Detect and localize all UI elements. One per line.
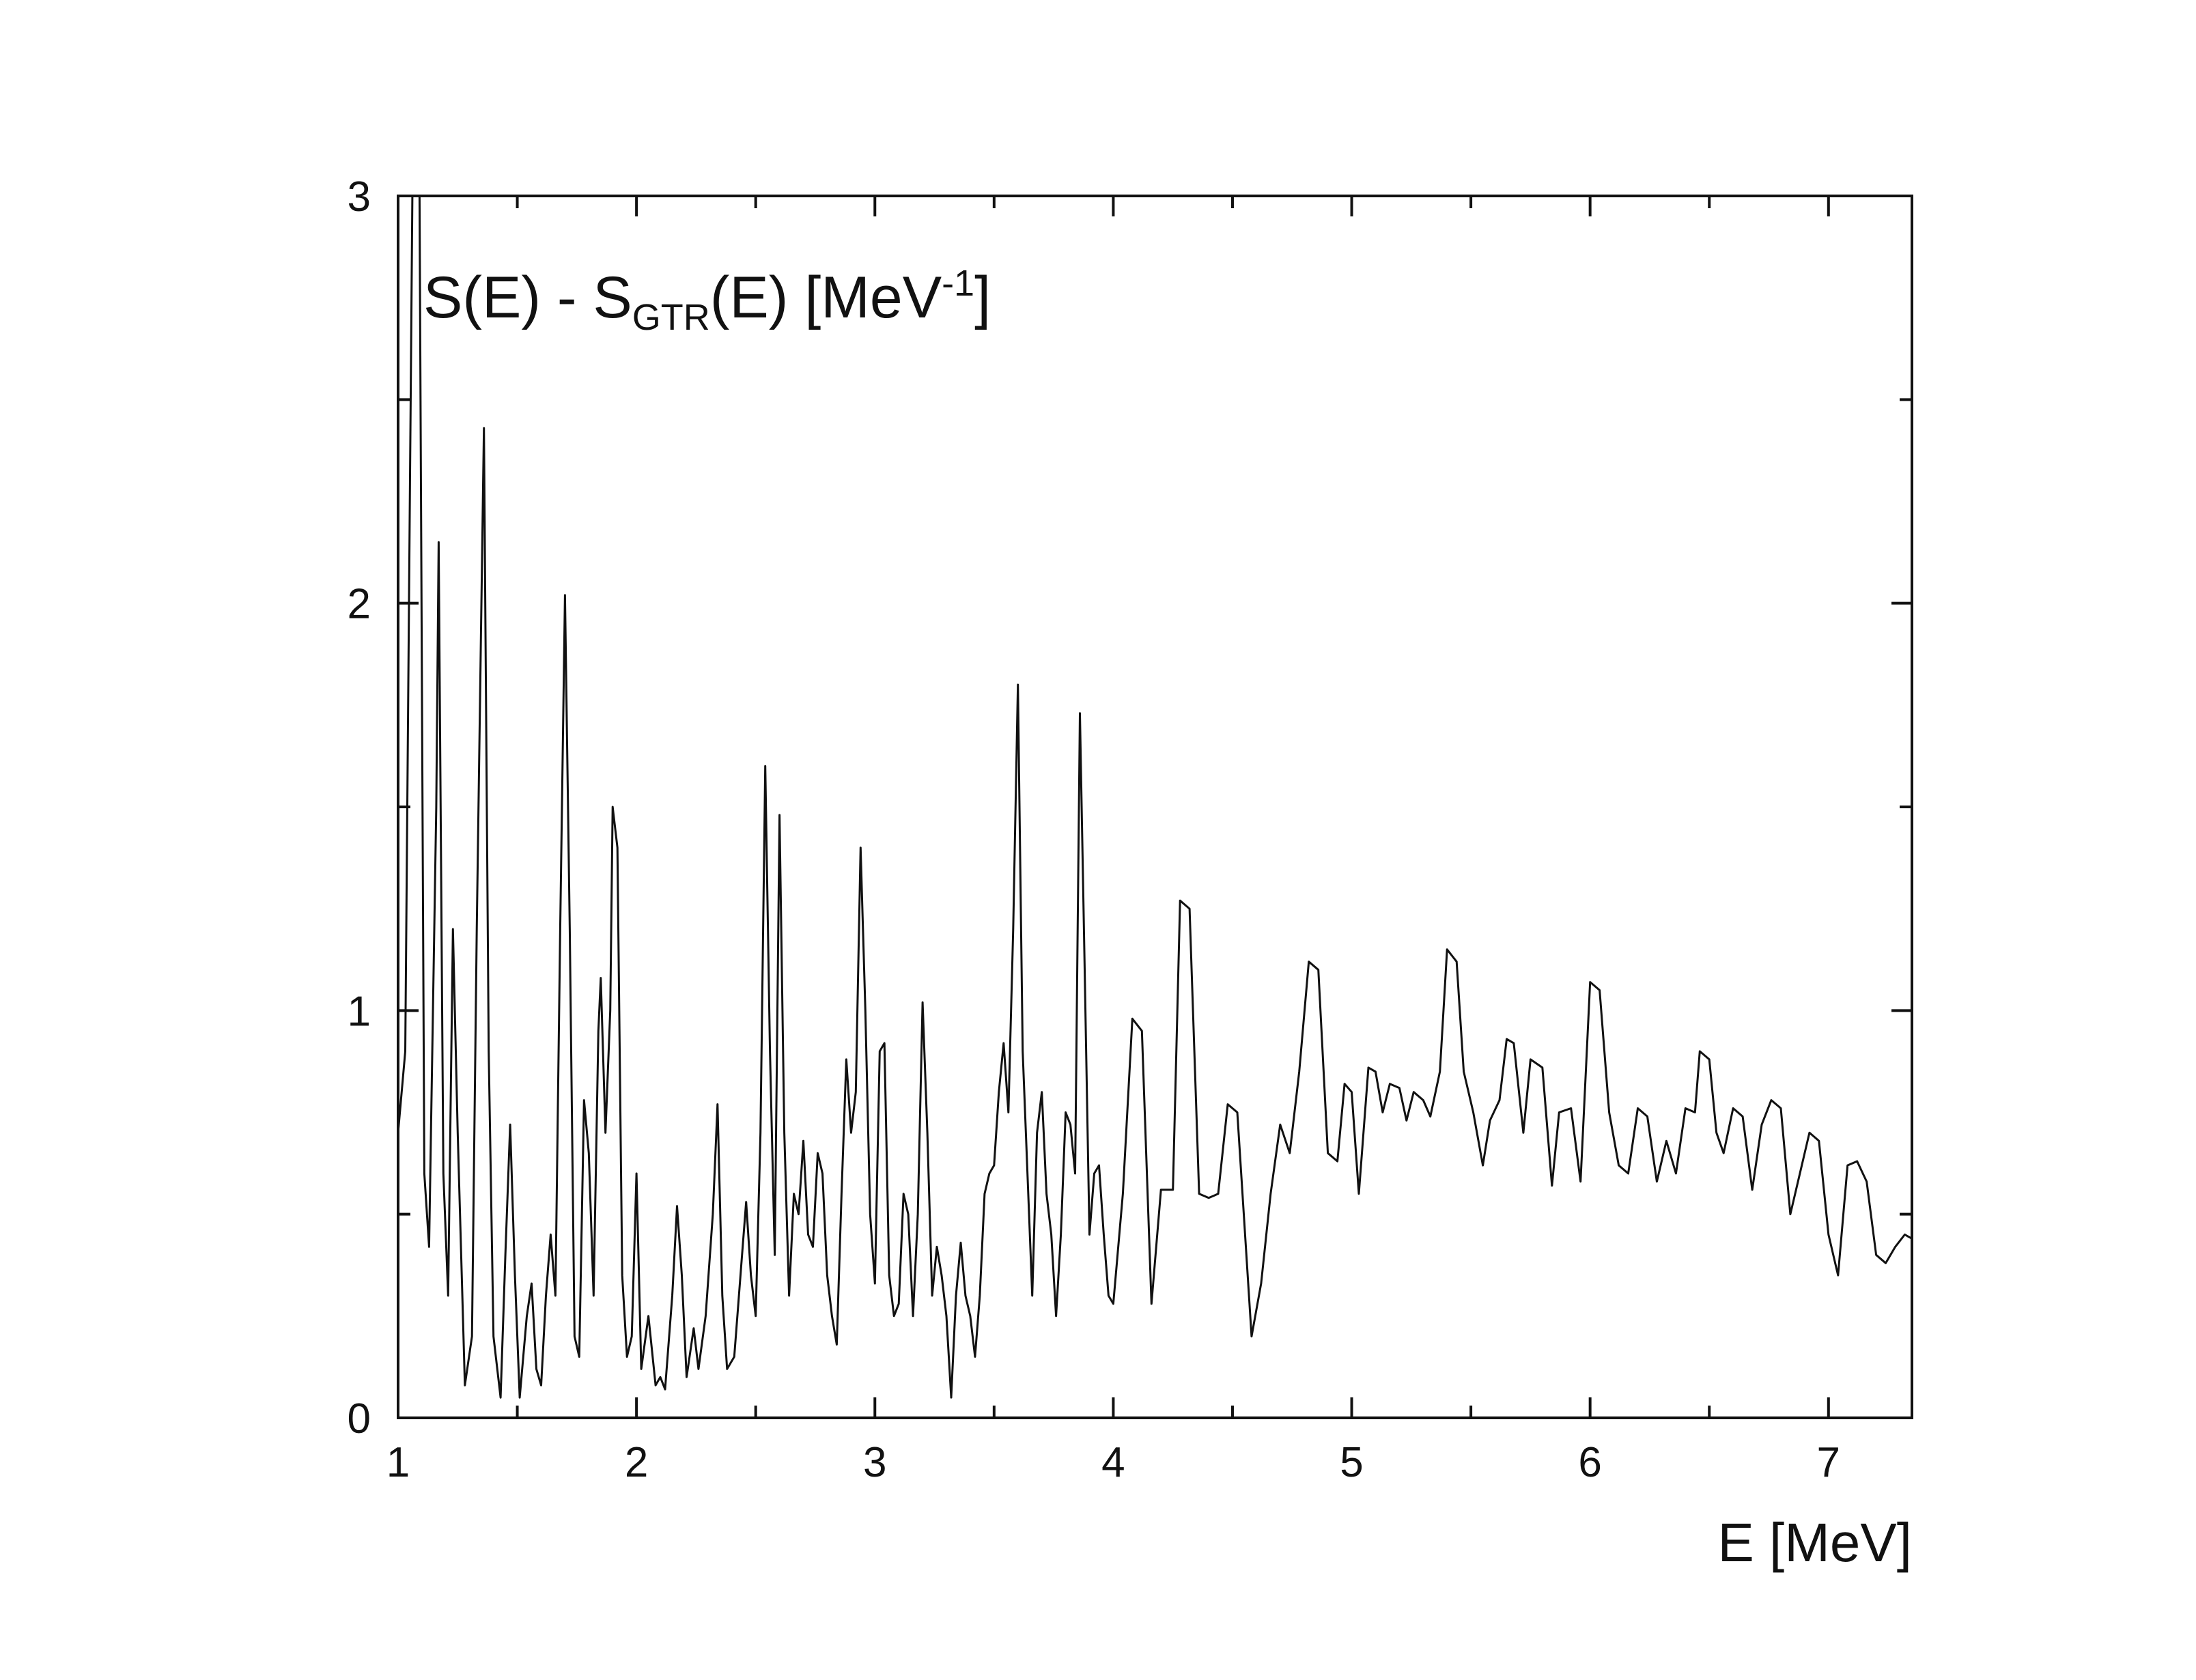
title-subscript: GTR xyxy=(632,297,710,338)
y-tick-label: 2 xyxy=(348,581,371,628)
plot-frame xyxy=(397,195,1913,1419)
x-tick-label: 6 xyxy=(1578,1439,1601,1486)
y-tick-label: 0 xyxy=(348,1395,371,1442)
y-tick-labels: 0 1 2 3 xyxy=(348,173,371,1442)
y-tick-label: 1 xyxy=(348,988,371,1035)
minor-ticks xyxy=(398,196,1912,1418)
title-main: S(E) - S xyxy=(423,265,632,330)
x-tick-label: 5 xyxy=(1340,1439,1363,1486)
title-superscript: -1 xyxy=(942,263,974,304)
chart-title: S(E) - SGTR(E) [MeV-1] xyxy=(423,263,991,338)
y-tick-label: 3 xyxy=(348,173,371,220)
x-tick-label: 3 xyxy=(863,1439,886,1486)
x-tick-label: 7 xyxy=(1817,1439,1840,1486)
data-series-line xyxy=(397,195,1913,1399)
x-axis-label: E [MeV] xyxy=(1717,1512,1912,1573)
x-tick-label: 2 xyxy=(625,1439,648,1486)
x-tick-label: 1 xyxy=(386,1439,410,1486)
title-after-subscript: (E) [MeV xyxy=(710,265,942,330)
x-tick-label: 4 xyxy=(1101,1439,1125,1486)
x-tick-labels: 1 2 3 4 5 6 7 xyxy=(386,1439,1840,1486)
title-close: ] xyxy=(974,265,991,330)
